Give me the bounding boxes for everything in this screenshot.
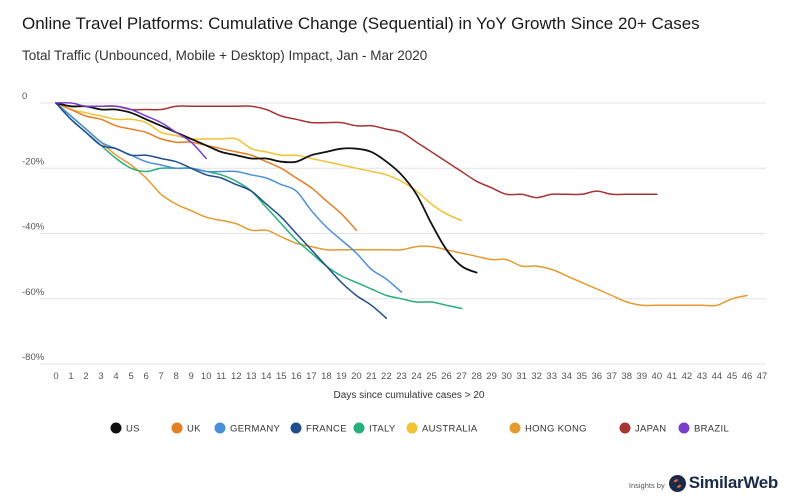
series-line-france [55, 102, 388, 320]
legend-marker-us [110, 422, 122, 434]
x-tick-label: 47 [757, 371, 768, 382]
x-tick-label: 22 [381, 371, 392, 382]
x-tick-label: 10 [201, 371, 212, 382]
x-tick-label: 16 [291, 371, 302, 382]
x-tick-labels: 0 1 2 3 4 5 6 7 8 9 10 11 12 13 14 15 16 17 18 19 20 21 22 23 24… [53, 371, 767, 382]
x-tick-label: 6 [143, 371, 148, 382]
x-tick-label: 15 [276, 371, 287, 382]
x-tick-label: 27 [456, 371, 467, 382]
x-tick-label: 11 [216, 371, 226, 382]
legend-marker-uk [171, 422, 183, 434]
legend-label-france: FRANCE [306, 424, 347, 435]
x-tick-label: 14 [261, 371, 272, 382]
legend-label-uk: UK [187, 424, 201, 435]
legend-label-hong-kong: HONG KONG [525, 424, 587, 435]
x-tick-label: 7 [159, 371, 164, 382]
x-tick-label: 29 [486, 371, 497, 382]
x-tick-label: 44 [712, 371, 723, 382]
x-tick-label: 30 [501, 371, 512, 382]
x-tick-label: 42 [682, 371, 693, 382]
insights-by-label: Insights by [628, 480, 665, 490]
x-tick-label: 45 [727, 371, 738, 382]
x-tick-label: 12 [231, 371, 242, 382]
x-tick-label: 41 [667, 371, 678, 382]
x-tick-label: 39 [637, 371, 648, 382]
legend-marker-france [290, 422, 302, 434]
legend-label-italy: ITALY [369, 424, 396, 435]
legend-label-germany: GERMANY [230, 424, 280, 435]
legend-marker-brazil [678, 422, 690, 434]
x-tick-label: 2 [83, 371, 88, 382]
x-tick-label: 26 [441, 371, 452, 382]
y-tick-label: -40% [22, 222, 45, 233]
legend-marker-hong-kong [509, 422, 521, 434]
legend-label-brazil: BRAZIL [694, 424, 729, 435]
x-tick-label: 9 [189, 371, 194, 382]
x-tick-label: 38 [622, 371, 633, 382]
x-tick-label: 13 [246, 371, 257, 382]
x-tick-label: 33 [546, 371, 557, 382]
x-tick-label: 31 [516, 371, 527, 382]
series-line-japan [55, 102, 658, 199]
x-tick-label: 1 [68, 371, 73, 382]
chart-subtitle: Total Traffic (Unbounced, Mobile + Deskt… [22, 48, 428, 63]
legend-label-japan: JAPAN [635, 424, 666, 435]
brand-badge: Insights by SimilarWeb [629, 473, 778, 493]
x-axis-label: Days since cumulative cases > 20 [334, 390, 485, 401]
y-tick-label: -60% [22, 287, 45, 298]
x-tick-label: 25 [426, 371, 437, 382]
x-tick-label: 43 [697, 371, 708, 382]
x-tick-label: 3 [98, 371, 103, 382]
x-tick-label: 28 [471, 371, 482, 382]
legend: US UK GERMANY FRANCE ITALY AUSTRALIA HONG KONG… [110, 422, 729, 435]
x-tick-label: 36 [591, 371, 602, 382]
series-line-australia [55, 102, 463, 222]
x-tick-label: 32 [531, 371, 542, 382]
brand-name: SimilarWeb [688, 473, 779, 492]
y-tick-label: -80% [22, 352, 45, 363]
y-tick-label: -20% [22, 156, 45, 167]
x-tick-label: 20 [351, 371, 362, 382]
x-tick-label: 23 [396, 371, 407, 382]
chart-title: Online Travel Platforms: Cumulative Chan… [22, 14, 700, 33]
legend-marker-australia [406, 422, 418, 434]
series-line-germany [55, 102, 403, 293]
series-line-hong-kong [55, 102, 748, 307]
x-tick-label: 8 [174, 371, 179, 382]
series-line-us [55, 102, 478, 274]
x-tick-label: 21 [366, 371, 377, 382]
x-tick-label: 4 [113, 371, 118, 382]
similarweb-logo-icon [668, 474, 686, 492]
legend-label-australia: AUSTRALIA [422, 424, 478, 435]
x-tick-label: 17 [306, 371, 317, 382]
series-line-brazil [55, 102, 207, 160]
x-tick-label: 24 [411, 371, 422, 382]
series-lines [55, 102, 748, 320]
x-tick-label: 18 [321, 371, 332, 382]
x-tick-label: 0 [53, 371, 58, 382]
x-tick-label: 46 [742, 371, 753, 382]
legend-label-us: US [126, 424, 140, 435]
legend-marker-italy [353, 422, 365, 434]
legend-marker-germany [214, 422, 226, 434]
x-tick-label: 34 [561, 371, 572, 382]
x-tick-label: 35 [576, 371, 587, 382]
x-tick-label: 37 [606, 371, 617, 382]
x-tick-label: 40 [652, 371, 663, 382]
grid-lines [40, 102, 766, 365]
series-line-italy [55, 102, 463, 310]
legend-marker-japan [619, 422, 631, 434]
x-tick-label: 19 [336, 371, 347, 382]
y-tick-label: 0 [22, 91, 27, 102]
y-tick-labels: 0 -20% -40% -60% -80% [22, 91, 45, 363]
x-tick-label: 5 [128, 371, 133, 382]
